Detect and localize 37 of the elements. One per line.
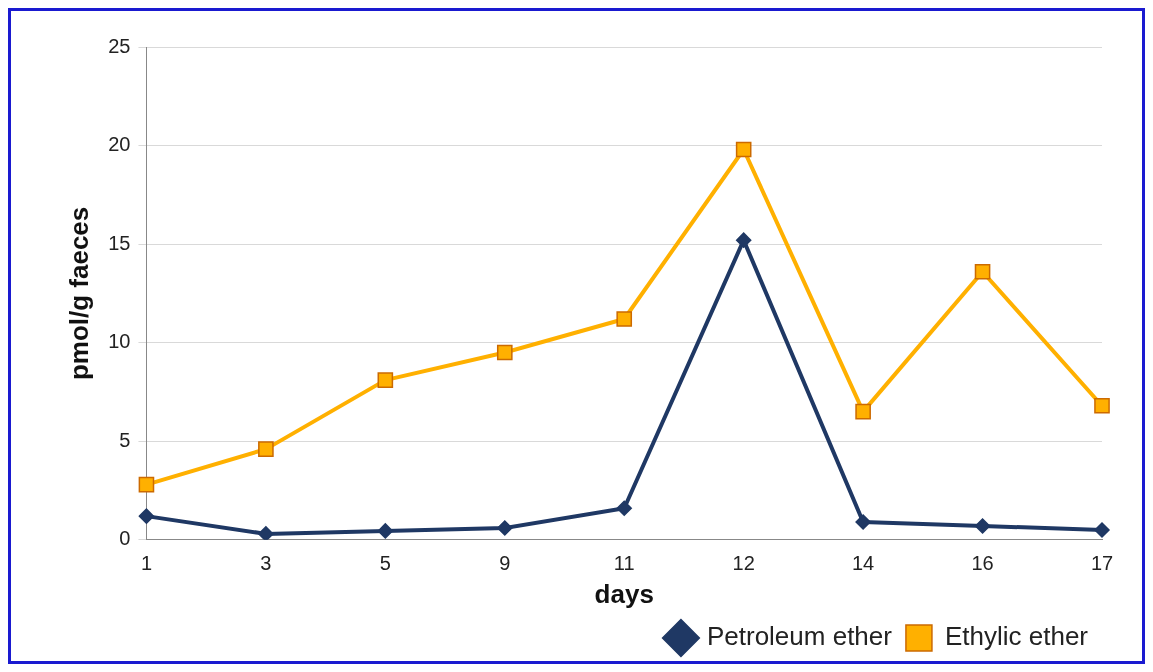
point <box>855 514 871 530</box>
x-tick-label: 1 <box>140 552 153 575</box>
x-tick-label: 9 <box>499 552 511 575</box>
point <box>735 232 752 248</box>
x-tick-label: 3 <box>260 552 272 575</box>
y-tick-label: 0 <box>119 527 131 550</box>
point <box>138 508 155 524</box>
x-tick-label: 14 <box>851 552 875 575</box>
point <box>974 263 991 280</box>
point <box>258 526 274 540</box>
point <box>377 372 394 388</box>
point <box>1094 397 1110 414</box>
y-tick-label: 20 <box>108 133 131 156</box>
point <box>497 520 513 536</box>
x-tick-label: 16 <box>971 552 994 575</box>
point <box>855 403 871 420</box>
x-tick-label: 12 <box>732 552 755 575</box>
y-tick-label: 10 <box>108 330 131 353</box>
y-tick-label: 5 <box>119 428 131 451</box>
x-tick-label: 17 <box>1090 552 1114 575</box>
x-axis-title: days <box>594 578 654 609</box>
legend-label: Ethylic ether <box>944 621 1089 652</box>
x-tick-label: 11 <box>613 552 635 575</box>
y-tick-label: 25 <box>108 34 131 57</box>
y-axis-title: pmol/g faeces <box>63 206 94 381</box>
point <box>735 141 752 158</box>
point <box>974 518 991 534</box>
legend-label: Petroleum ether <box>706 621 893 652</box>
point <box>377 523 394 539</box>
x-tick-label: 5 <box>379 552 391 575</box>
y-tick-label: 15 <box>108 231 131 254</box>
point <box>258 441 274 457</box>
point <box>1094 522 1110 538</box>
point <box>138 476 155 493</box>
point <box>496 344 513 361</box>
point <box>616 311 633 327</box>
point <box>616 500 632 517</box>
